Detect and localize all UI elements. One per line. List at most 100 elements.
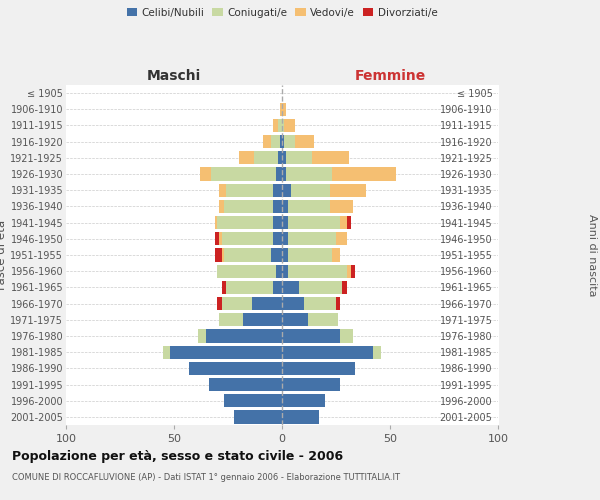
Bar	[280, 102, 282, 116]
Text: COMUNE DI ROCCAFLUVIONE (AP) - Dati ISTAT 1° gennaio 2006 - Elaborazione TUTTITA: COMUNE DI ROCCAFLUVIONE (AP) - Dati ISTA…	[12, 472, 400, 482]
Bar	[282, 102, 286, 116]
Bar	[336, 232, 347, 245]
Bar	[274, 280, 282, 294]
Bar	[220, 200, 224, 213]
Bar	[226, 184, 274, 197]
Bar	[274, 232, 282, 245]
Bar	[282, 394, 325, 407]
Bar	[217, 216, 274, 230]
Bar	[275, 264, 282, 278]
Bar	[282, 184, 290, 197]
Bar	[282, 378, 340, 391]
Bar	[274, 119, 278, 132]
Bar	[239, 151, 254, 164]
Bar	[304, 297, 336, 310]
Text: Femmine: Femmine	[355, 68, 425, 82]
Bar	[280, 135, 282, 148]
Bar	[252, 297, 282, 310]
Bar	[206, 330, 282, 342]
Text: Anni di nascita: Anni di nascita	[587, 214, 597, 296]
Bar	[290, 184, 329, 197]
Bar	[243, 313, 282, 326]
Bar	[351, 264, 355, 278]
Bar	[332, 248, 340, 262]
Text: Maschi: Maschi	[147, 68, 201, 82]
Bar	[220, 184, 226, 197]
Bar	[215, 232, 220, 245]
Bar	[289, 264, 347, 278]
Bar	[170, 346, 282, 359]
Bar	[282, 362, 355, 375]
Bar	[299, 280, 343, 294]
Bar	[217, 264, 275, 278]
Bar	[282, 280, 299, 294]
Bar	[215, 248, 221, 262]
Bar	[282, 151, 286, 164]
Bar	[308, 313, 338, 326]
Bar	[221, 280, 226, 294]
Bar	[284, 135, 295, 148]
Bar	[274, 200, 282, 213]
Legend: Celibi/Nubili, Coniugati/e, Vedovi/e, Divorziati/e: Celibi/Nubili, Coniugati/e, Vedovi/e, Di…	[127, 8, 437, 18]
Bar	[224, 248, 271, 262]
Bar	[289, 200, 329, 213]
Bar	[220, 232, 221, 245]
Bar	[278, 119, 282, 132]
Bar	[221, 232, 274, 245]
Bar	[211, 168, 275, 180]
Bar	[221, 248, 224, 262]
Bar	[235, 410, 282, 424]
Bar	[224, 394, 282, 407]
Bar	[226, 280, 274, 294]
Bar	[329, 200, 353, 213]
Bar	[282, 135, 284, 148]
Bar	[282, 248, 289, 262]
Bar	[263, 135, 271, 148]
Bar	[286, 151, 312, 164]
Bar	[336, 297, 340, 310]
Bar	[282, 264, 289, 278]
Text: Popolazione per età, sesso e stato civile - 2006: Popolazione per età, sesso e stato civil…	[12, 450, 343, 463]
Bar	[275, 168, 282, 180]
Bar	[200, 168, 211, 180]
Bar	[221, 297, 252, 310]
Bar	[217, 297, 221, 310]
Bar	[373, 346, 382, 359]
Bar	[282, 410, 319, 424]
Bar	[340, 330, 353, 342]
Bar	[347, 216, 351, 230]
Bar	[343, 280, 347, 294]
Bar	[282, 119, 284, 132]
Bar	[271, 135, 280, 148]
Bar	[271, 248, 282, 262]
Bar	[329, 184, 366, 197]
Bar	[209, 378, 282, 391]
Bar	[163, 346, 170, 359]
Bar	[282, 168, 286, 180]
Bar	[312, 151, 349, 164]
Bar	[282, 330, 340, 342]
Bar	[282, 297, 304, 310]
Bar	[189, 362, 282, 375]
Bar	[282, 346, 373, 359]
Bar	[274, 216, 282, 230]
Bar	[286, 168, 332, 180]
Bar	[332, 168, 397, 180]
Bar	[282, 313, 308, 326]
Bar	[289, 248, 332, 262]
Bar	[295, 135, 314, 148]
Bar	[282, 216, 289, 230]
Bar	[274, 184, 282, 197]
Bar	[198, 330, 206, 342]
Bar	[282, 232, 289, 245]
Bar	[289, 216, 340, 230]
Bar	[220, 313, 243, 326]
Bar	[254, 151, 278, 164]
Bar	[282, 200, 289, 213]
Bar	[289, 232, 336, 245]
Y-axis label: Fasce di età: Fasce di età	[0, 220, 8, 290]
Bar	[224, 200, 274, 213]
Bar	[278, 151, 282, 164]
Bar	[347, 264, 351, 278]
Bar	[284, 119, 295, 132]
